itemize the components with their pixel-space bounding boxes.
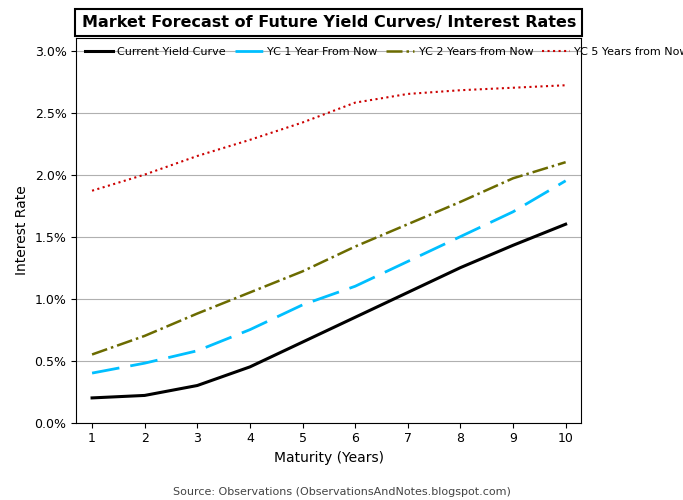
- Line: YC 2 Years from Now: YC 2 Years from Now: [92, 162, 566, 354]
- YC 5 Years from Now: [404, 91, 412, 97]
- Current Yield Curve: [509, 242, 517, 248]
- YC 1 Year From Now: [246, 326, 254, 332]
- YC 5 Years from Now: [193, 153, 201, 159]
- YC 1 Year From Now: [298, 302, 307, 308]
- Y-axis label: Interest Rate: Interest Rate: [15, 186, 29, 276]
- Current Yield Curve: [351, 314, 359, 320]
- YC 5 Years from Now: [298, 120, 307, 126]
- YC 2 Years from Now: [561, 159, 570, 165]
- YC 1 Year From Now: [88, 370, 96, 376]
- YC 1 Year From Now: [351, 283, 359, 289]
- YC 2 Years from Now: [298, 268, 307, 274]
- YC 2 Years from Now: [351, 244, 359, 250]
- Title: Market Forecast of Future Yield Curves/ Interest Rates: Market Forecast of Future Yield Curves/ …: [82, 15, 576, 30]
- YC 5 Years from Now: [561, 82, 570, 88]
- YC 2 Years from Now: [404, 221, 412, 227]
- Text: Source: Observations (ObservationsAndNotes.blogspot.com): Source: Observations (ObservationsAndNot…: [173, 487, 510, 497]
- YC 2 Years from Now: [509, 176, 517, 182]
- YC 1 Year From Now: [404, 258, 412, 264]
- YC 2 Years from Now: [88, 352, 96, 358]
- Current Yield Curve: [193, 382, 201, 388]
- YC 2 Years from Now: [456, 199, 464, 205]
- Current Yield Curve: [404, 290, 412, 296]
- YC 1 Year From Now: [561, 178, 570, 184]
- Legend: Current Yield Curve, YC 1 Year From Now, YC 2 Years from Now, YC 5 Years from No: Current Yield Curve, YC 1 Year From Now,…: [82, 44, 683, 60]
- YC 5 Years from Now: [509, 84, 517, 90]
- YC 1 Year From Now: [456, 234, 464, 239]
- Current Yield Curve: [298, 339, 307, 345]
- YC 5 Years from Now: [141, 172, 149, 177]
- YC 1 Year From Now: [141, 360, 149, 366]
- YC 5 Years from Now: [456, 87, 464, 93]
- YC 2 Years from Now: [141, 333, 149, 339]
- Current Yield Curve: [456, 264, 464, 270]
- YC 2 Years from Now: [246, 290, 254, 296]
- Line: YC 1 Year From Now: YC 1 Year From Now: [92, 181, 566, 373]
- Current Yield Curve: [561, 221, 570, 227]
- X-axis label: Maturity (Years): Maturity (Years): [274, 451, 384, 465]
- YC 5 Years from Now: [88, 188, 96, 194]
- YC 5 Years from Now: [351, 100, 359, 105]
- YC 1 Year From Now: [509, 209, 517, 215]
- Line: YC 5 Years from Now: YC 5 Years from Now: [92, 86, 566, 190]
- Current Yield Curve: [88, 395, 96, 401]
- YC 5 Years from Now: [246, 137, 254, 143]
- Current Yield Curve: [246, 364, 254, 370]
- YC 2 Years from Now: [193, 310, 201, 316]
- Current Yield Curve: [141, 392, 149, 398]
- YC 1 Year From Now: [193, 348, 201, 354]
- Line: Current Yield Curve: Current Yield Curve: [92, 224, 566, 398]
